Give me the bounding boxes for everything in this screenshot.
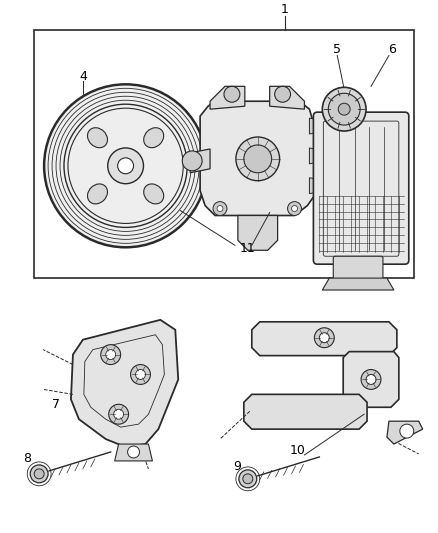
Circle shape	[244, 145, 272, 173]
Circle shape	[243, 474, 253, 484]
Text: 6: 6	[388, 43, 396, 56]
Text: 1: 1	[281, 3, 289, 17]
Polygon shape	[322, 278, 394, 290]
Text: 7: 7	[52, 398, 60, 411]
Text: 11: 11	[240, 242, 256, 255]
Circle shape	[108, 148, 144, 184]
Polygon shape	[200, 101, 314, 215]
Circle shape	[114, 409, 124, 419]
Polygon shape	[210, 86, 245, 109]
FancyBboxPatch shape	[333, 256, 383, 282]
Circle shape	[275, 86, 290, 102]
Circle shape	[44, 84, 207, 247]
FancyBboxPatch shape	[314, 112, 409, 264]
Circle shape	[106, 350, 116, 360]
Text: 5: 5	[333, 43, 341, 56]
Circle shape	[109, 405, 129, 424]
Ellipse shape	[144, 128, 164, 148]
Polygon shape	[238, 215, 278, 251]
Text: 8: 8	[23, 453, 31, 465]
Circle shape	[236, 137, 279, 181]
Circle shape	[239, 470, 257, 488]
Circle shape	[361, 369, 381, 390]
Polygon shape	[190, 149, 210, 173]
Circle shape	[338, 103, 350, 115]
Polygon shape	[115, 444, 152, 461]
Circle shape	[319, 333, 329, 343]
Circle shape	[127, 446, 140, 458]
Ellipse shape	[88, 128, 107, 148]
Ellipse shape	[88, 184, 107, 204]
Text: 10: 10	[290, 445, 305, 457]
Bar	[34, 30, 414, 278]
Polygon shape	[387, 421, 423, 444]
Circle shape	[400, 424, 414, 438]
Ellipse shape	[144, 184, 164, 204]
Polygon shape	[270, 86, 304, 109]
Circle shape	[135, 369, 145, 379]
Circle shape	[328, 93, 360, 125]
Circle shape	[224, 86, 240, 102]
Polygon shape	[343, 352, 399, 407]
Polygon shape	[309, 118, 324, 134]
Polygon shape	[244, 394, 367, 429]
Circle shape	[366, 375, 376, 384]
Circle shape	[34, 469, 44, 479]
Polygon shape	[309, 148, 324, 164]
Polygon shape	[309, 177, 324, 193]
Circle shape	[322, 87, 366, 131]
Circle shape	[217, 206, 223, 212]
Circle shape	[314, 328, 334, 348]
Circle shape	[68, 108, 183, 223]
Circle shape	[288, 201, 301, 215]
Circle shape	[131, 365, 150, 384]
Polygon shape	[71, 320, 178, 447]
Circle shape	[182, 151, 202, 171]
Circle shape	[101, 345, 120, 365]
Circle shape	[118, 158, 134, 174]
Polygon shape	[252, 322, 397, 356]
Text: 9: 9	[233, 461, 241, 473]
Text: 4: 4	[79, 70, 87, 83]
Circle shape	[30, 465, 48, 483]
Circle shape	[292, 206, 297, 212]
Circle shape	[213, 201, 227, 215]
